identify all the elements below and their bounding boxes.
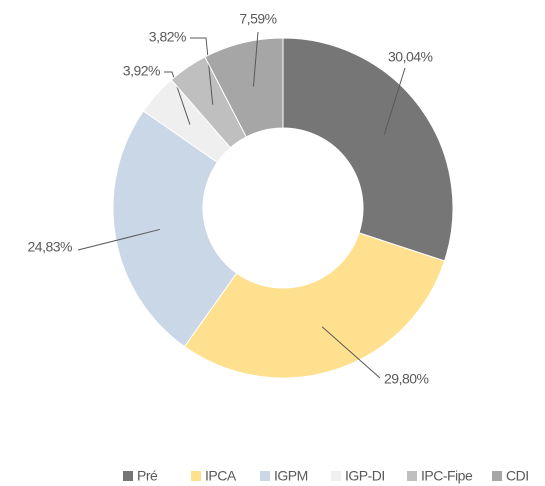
data-label: 7,59%	[239, 11, 276, 27]
leader-line	[190, 37, 214, 105]
leader-line	[383, 67, 406, 135]
data-label: 30,04%	[388, 49, 433, 65]
data-label: 3,92%	[123, 63, 160, 79]
legend-label: IPCA	[205, 468, 237, 484]
legend-label: IGPM	[274, 468, 308, 484]
donut-slice	[282, 37, 454, 262]
leader-line	[321, 326, 381, 379]
legend-swatch	[331, 471, 341, 481]
legend-label: IGP-DI	[345, 468, 385, 484]
data-label: 24,83%	[28, 239, 73, 255]
legend-label: CDI	[506, 468, 529, 484]
data-label: 29,80%	[384, 371, 429, 387]
legend-label: IPC-Fipe	[421, 468, 473, 484]
leader-line	[252, 31, 259, 87]
legend-swatch	[123, 471, 133, 481]
leader-line	[164, 71, 191, 125]
legend-swatch	[492, 471, 502, 481]
leader-line	[77, 228, 160, 251]
legend-swatch	[407, 471, 417, 481]
donut-slice	[204, 37, 284, 138]
data-label: 3,82%	[149, 29, 186, 45]
donut-slice	[112, 110, 238, 348]
legend-swatch	[260, 471, 270, 481]
legend-swatch	[191, 471, 201, 481]
legend-label: Pré	[137, 468, 158, 484]
donut-slice	[183, 232, 446, 379]
